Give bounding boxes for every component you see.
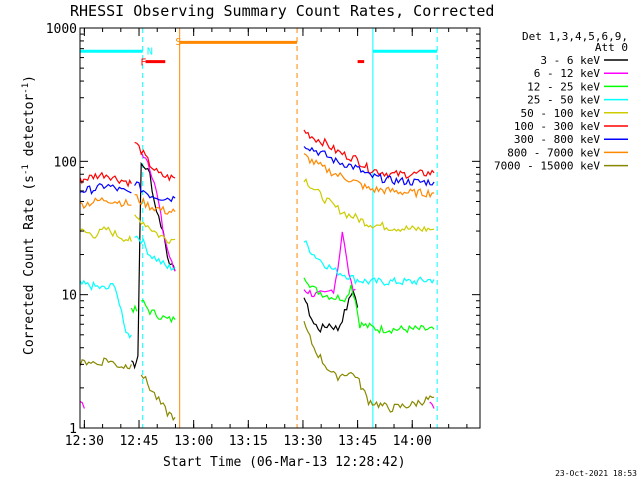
- legend-label-1: 6 - 12 keV: [534, 67, 601, 80]
- series-line-2-0: [130, 304, 138, 314]
- legend-label-0: 3 - 6 keV: [540, 54, 600, 67]
- y-tick-label-2: 100: [54, 155, 77, 170]
- series-line-1-1: [140, 151, 176, 272]
- x-axis-label: Start Time (06-Mar-13 12:28:42): [163, 455, 406, 470]
- plot-area: [80, 28, 438, 428]
- x-tick-label-4: 13:30: [283, 434, 322, 449]
- legend-label-3: 25 - 50 keV: [527, 94, 600, 107]
- series-line-8-2: [303, 321, 435, 413]
- series-line-0-0: [131, 161, 176, 370]
- timestamp: 23-Oct-2021 18:53: [555, 469, 637, 478]
- legend-header-1: Att 0: [595, 41, 628, 54]
- series-line-5-2: [303, 129, 435, 179]
- series-line-1-2: [303, 231, 356, 298]
- series-line-1-3: [429, 401, 435, 409]
- legend-label-2: 12 - 25 keV: [527, 80, 600, 93]
- x-tick-label-2: 13:00: [174, 434, 213, 449]
- series-line-8-0: [80, 357, 132, 370]
- series-line-5-0: [80, 171, 132, 188]
- series-line-6-0: [80, 182, 132, 195]
- legend-label-8: 7000 - 15000 keV: [494, 160, 600, 173]
- legend-label-6: 300 - 800 keV: [514, 133, 600, 146]
- plot-content: N S F: [80, 28, 438, 428]
- series-line-4-0: [80, 225, 132, 242]
- y-tick-label-0: 1: [69, 422, 77, 437]
- series-line-4-2: [303, 177, 435, 233]
- flag-label-1: S: [175, 37, 181, 48]
- series-line-8-1: [140, 374, 176, 422]
- legend-label-5: 100 - 300 keV: [514, 120, 600, 133]
- x-tick-label-6: 14:00: [393, 434, 432, 449]
- legend-label-4: 50 - 100 keV: [521, 107, 601, 120]
- legend-label-7: 800 - 7000 keV: [507, 146, 600, 159]
- series-line-3-0: [80, 279, 132, 339]
- series-line-7-1: [134, 194, 176, 215]
- series-line-3-1: [134, 235, 176, 271]
- y-tick-label-1: 10: [61, 289, 77, 304]
- series-line-5-1: [134, 141, 176, 182]
- legend-header-0: Det 1,3,4,5,6,9,: [522, 30, 628, 43]
- series-line-2-2: [303, 277, 435, 335]
- series-line-6-1: [134, 181, 176, 203]
- axes: 1 10 100 1000 12:30 12:45 13:00 13:15 13:30 13:45…: [46, 22, 480, 449]
- y-axis-label: Corrected Count Rate (s-1 detector-1): [21, 75, 37, 355]
- y-tick-label-3: 1000: [46, 22, 77, 37]
- flag-label-2: F: [140, 58, 146, 69]
- x-tick-label-1: 12:45: [119, 434, 158, 449]
- series-line-3-2: [303, 240, 435, 286]
- x-tick-label-0: 12:30: [65, 434, 104, 449]
- series-line-1-0: [80, 401, 85, 409]
- series-line-6-2: [303, 146, 435, 187]
- series-line-0-1: [303, 289, 359, 334]
- series-line-4-1: [134, 214, 176, 245]
- series-line-7-0: [80, 197, 132, 210]
- plot-frame: [79, 27, 481, 429]
- series-line-2-1: [141, 299, 176, 324]
- x-tick-label-3: 13:15: [229, 434, 268, 449]
- series-line-7-2: [303, 153, 435, 199]
- flag-label-0: N: [147, 46, 153, 57]
- x-tick-label-5: 13:45: [338, 434, 377, 449]
- chart-title: RHESSI Observing Summary Count Rates, Co…: [70, 2, 494, 20]
